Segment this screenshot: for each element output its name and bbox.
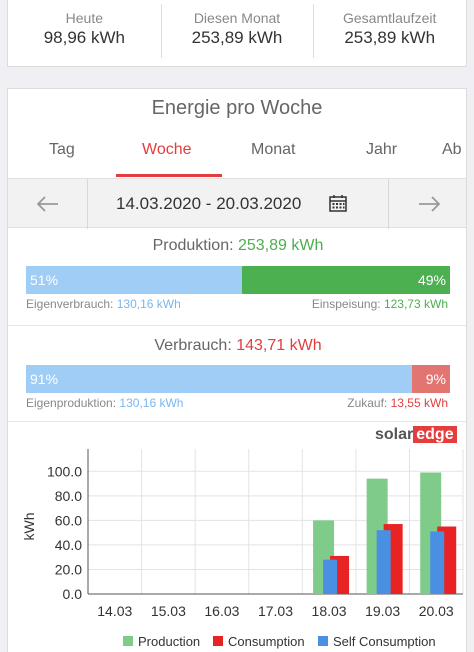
legend-label: Production: [138, 634, 200, 649]
x-tick-label: 19.03: [365, 603, 400, 619]
consumption-label: Verbrauch:: [154, 337, 232, 354]
summary-value: 98,96 kWh: [43, 28, 125, 47]
self-production-segment: 91%: [26, 365, 412, 393]
tab-month[interactable]: Monat: [251, 141, 296, 158]
legend-swatch: [213, 636, 223, 646]
active-tab-indicator: [116, 174, 222, 177]
caption-label: Eigenproduktion:: [26, 396, 117, 410]
x-tick-label: 20.03: [419, 603, 454, 619]
x-tick-label: 16.03: [204, 603, 239, 619]
next-week-button[interactable]: [388, 179, 466, 229]
consumption-value: 143,71 kWh: [236, 337, 322, 354]
production-value: 253,89 kWh: [238, 237, 324, 254]
self-consumption-segment: 51%: [26, 266, 243, 294]
caption-value: 13,55 kWh: [390, 396, 448, 410]
y-tick-label: 40.0: [55, 537, 82, 553]
solaredge-logo: solar edge: [375, 426, 457, 446]
legend-swatch: [318, 636, 328, 646]
y-tick-label: 60.0: [55, 512, 82, 528]
y-tick-label: 20.0: [55, 561, 82, 577]
date-range[interactable]: 14.03.2020 - 20.03.2020: [116, 194, 302, 213]
consumption-bar: 91% 9%: [26, 365, 450, 393]
divider: [8, 421, 466, 422]
period-tabs: Tag Woche Monat Jahr Ab: [8, 127, 466, 177]
feed-in-caption: Einspeisung: 123,73 kWh: [312, 297, 448, 311]
feed-in-segment: 49%: [242, 266, 450, 294]
bar-self-consumption: [376, 530, 391, 594]
arrow-right-icon: [418, 196, 440, 212]
caption-value: 130,16 kWh: [116, 297, 181, 311]
x-tick-label: 17.03: [258, 603, 293, 619]
weekly-energy-chart: 0.0 20.0 40.0 60.0 80.0 100.0 kWh 14.03 15.03 16.…: [21, 449, 464, 649]
bar-self-consumption: [323, 559, 338, 594]
date-navigator: 14.03.2020 - 20.03.2020: [8, 178, 466, 229]
y-tick-label: 80.0: [55, 488, 82, 504]
energy-card: Energie pro Woche Tag Woche Monat Jahr A…: [7, 88, 467, 652]
caption-value: 130,16 kWh: [119, 396, 184, 410]
self-production-caption: Eigenproduktion: 130,16 kWh: [26, 396, 183, 410]
summary-label: Diesen Monat: [193, 10, 281, 26]
y-tick-label: 0.0: [63, 586, 83, 602]
card-title: Energie pro Woche: [151, 97, 323, 119]
calendar-icon[interactable]: [329, 194, 347, 212]
summary-panel: Heute 98,96 kWh Diesen Monat 253,89 kWh …: [7, 0, 467, 67]
previous-week-button[interactable]: [8, 179, 88, 229]
purchase-segment: 9%: [411, 365, 450, 393]
production-label: Produktion:: [152, 237, 234, 254]
tab-year[interactable]: Jahr: [366, 141, 398, 158]
self-consumption-caption: Eigenverbrauch: 130,16 kWh: [26, 297, 181, 311]
arrow-left-icon: [36, 196, 58, 212]
bar-self-consumption: [430, 531, 445, 594]
x-tick-label: 18.03: [312, 603, 347, 619]
summary-value: 253,89 kWh: [344, 28, 436, 47]
production-title: Produktion: 253,89 kWh: [8, 237, 466, 255]
summary-label: Gesamtlaufzeit: [342, 10, 437, 26]
y-axis-label: kWh: [21, 513, 37, 541]
y-tick-label: 100.0: [47, 463, 82, 479]
summary-value: 253,89 kWh: [191, 28, 283, 47]
summary-lifetime: Gesamtlaufzeit 253,89 kWh: [313, 0, 466, 66]
production-bar: 51% 49%: [26, 266, 450, 294]
divider: [8, 325, 466, 326]
tab-day[interactable]: Tag: [49, 141, 75, 158]
caption-label: Eigenverbrauch:: [26, 297, 114, 311]
caption-label: Zukauf:: [347, 396, 388, 410]
tab-ab[interactable]: Ab: [442, 141, 462, 158]
summary-label: Heute: [65, 10, 104, 26]
legend-label: Consumption: [228, 634, 305, 649]
x-tick-label: 14.03: [97, 603, 132, 619]
caption-value: 123,73 kWh: [383, 297, 448, 311]
summary-today: Heute 98,96 kWh: [8, 0, 161, 66]
tab-week[interactable]: Woche: [142, 141, 192, 158]
consumption-title: Verbrauch: 143,71 kWh: [8, 337, 466, 355]
purchase-caption: Zukauf: 13,55 kWh: [347, 396, 448, 410]
summary-month: Diesen Monat 253,89 kWh: [160, 0, 314, 66]
x-tick-label: 15.03: [151, 603, 186, 619]
legend-swatch: [123, 636, 133, 646]
caption-label: Einspeisung:: [311, 297, 381, 311]
legend-label: Self Consumption: [333, 634, 436, 649]
